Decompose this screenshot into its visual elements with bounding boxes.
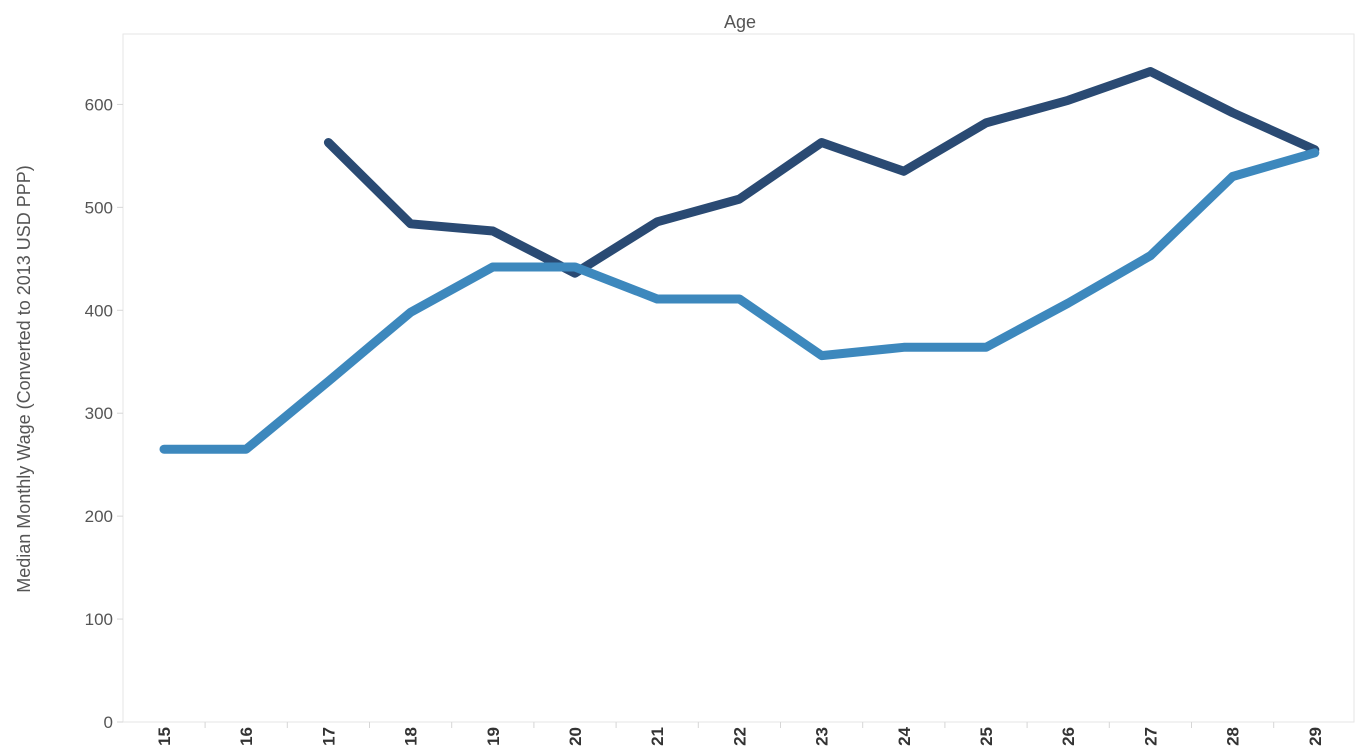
x-axis: 15 16 17 18 19 20 21 22 23 24 25 26 27 28 29 bbox=[155, 722, 1325, 746]
plot-frame bbox=[122, 33, 1355, 723]
x-tick-label: 20 bbox=[566, 727, 585, 746]
y-axis-label: Median Monthly Wage (Converted to 2013 U… bbox=[14, 165, 34, 593]
x-tick-label: 23 bbox=[813, 727, 832, 746]
y-tick-label: 600 bbox=[85, 95, 113, 114]
series-line-1 bbox=[323, 67, 1320, 278]
chart-title: Age bbox=[724, 12, 756, 32]
x-tick-label: 28 bbox=[1224, 727, 1243, 746]
y-tick-label: 400 bbox=[85, 301, 113, 320]
series-line-2 bbox=[159, 148, 1320, 454]
x-tick-label: 21 bbox=[648, 727, 667, 746]
x-tick-label: 29 bbox=[1306, 727, 1325, 746]
x-tick-label: 26 bbox=[1059, 727, 1078, 746]
x-tick-label: 27 bbox=[1141, 727, 1160, 746]
y-tick-label: 100 bbox=[85, 610, 113, 629]
x-tick-label: 24 bbox=[895, 726, 914, 745]
y-axis: 0 100 200 300 400 500 600 bbox=[85, 95, 123, 732]
series-layer bbox=[159, 67, 1320, 454]
x-tick-label: 19 bbox=[484, 727, 503, 746]
x-tick-label: 16 bbox=[237, 727, 256, 746]
y-tick-label: 500 bbox=[85, 198, 113, 217]
y-tick-label: 300 bbox=[85, 404, 113, 423]
y-tick-label: 200 bbox=[85, 507, 113, 526]
x-tick-label: 15 bbox=[155, 727, 174, 746]
y-tick-label: 0 bbox=[104, 713, 113, 732]
x-tick-label: 22 bbox=[730, 727, 749, 746]
x-tick-label: 18 bbox=[402, 727, 421, 746]
x-tick-label: 25 bbox=[977, 727, 996, 746]
x-tick-label: 17 bbox=[319, 727, 338, 746]
